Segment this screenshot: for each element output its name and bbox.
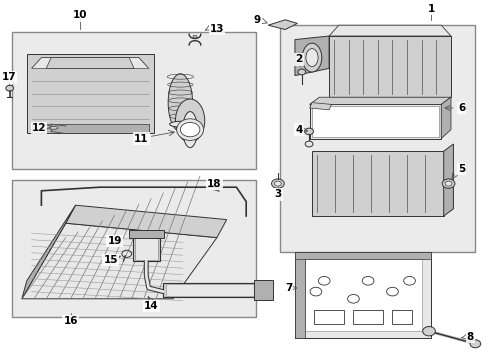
Bar <box>135 237 158 260</box>
Text: 7: 7 <box>285 283 293 293</box>
Polygon shape <box>295 252 432 259</box>
Bar <box>129 230 164 238</box>
Bar <box>353 310 383 324</box>
Bar <box>133 236 160 261</box>
Text: 14: 14 <box>144 301 158 311</box>
Polygon shape <box>441 97 451 139</box>
Ellipse shape <box>306 49 318 67</box>
Text: 16: 16 <box>63 316 78 326</box>
Polygon shape <box>443 144 453 216</box>
Bar <box>32 124 148 133</box>
Bar <box>280 25 475 252</box>
Circle shape <box>442 179 455 188</box>
Circle shape <box>193 35 197 38</box>
Bar <box>12 180 256 317</box>
Bar <box>12 32 256 169</box>
Circle shape <box>310 287 322 296</box>
Text: 17: 17 <box>1 72 16 82</box>
Text: 9: 9 <box>253 15 261 25</box>
Bar <box>166 284 258 296</box>
Ellipse shape <box>177 119 203 140</box>
Circle shape <box>423 327 436 336</box>
Text: 3: 3 <box>274 189 282 199</box>
Circle shape <box>470 340 481 348</box>
Ellipse shape <box>175 99 205 142</box>
Circle shape <box>305 128 314 135</box>
Bar <box>312 106 439 137</box>
Bar <box>312 151 443 216</box>
Ellipse shape <box>170 121 191 127</box>
Text: 13: 13 <box>210 24 224 34</box>
Polygon shape <box>66 205 227 238</box>
Circle shape <box>271 179 284 188</box>
Ellipse shape <box>302 43 322 72</box>
Circle shape <box>274 181 281 186</box>
Ellipse shape <box>49 126 58 129</box>
Text: 11: 11 <box>134 134 148 144</box>
Circle shape <box>347 294 359 303</box>
Polygon shape <box>27 54 153 133</box>
Polygon shape <box>22 223 217 299</box>
Polygon shape <box>329 36 451 97</box>
Circle shape <box>362 276 374 285</box>
Polygon shape <box>329 25 451 36</box>
Polygon shape <box>22 205 75 299</box>
Circle shape <box>298 69 306 75</box>
Text: 1: 1 <box>428 4 435 14</box>
Text: 18: 18 <box>207 179 222 189</box>
Bar <box>163 283 261 297</box>
Circle shape <box>387 287 398 296</box>
Text: 4: 4 <box>295 125 302 135</box>
Text: 15: 15 <box>103 255 118 265</box>
Ellipse shape <box>180 122 200 137</box>
Polygon shape <box>46 58 134 68</box>
Text: 8: 8 <box>467 332 474 342</box>
Circle shape <box>445 181 452 186</box>
Ellipse shape <box>168 74 193 131</box>
Circle shape <box>404 276 416 285</box>
Circle shape <box>318 276 330 285</box>
Text: 6: 6 <box>458 103 466 113</box>
Polygon shape <box>32 58 148 68</box>
Polygon shape <box>268 20 297 30</box>
Text: 10: 10 <box>73 10 88 21</box>
Polygon shape <box>310 103 332 110</box>
Text: 2: 2 <box>295 54 302 64</box>
Bar <box>310 104 441 139</box>
Ellipse shape <box>183 112 197 148</box>
Bar <box>315 310 343 324</box>
Polygon shape <box>295 36 329 76</box>
Text: 19: 19 <box>107 236 122 246</box>
Text: 5: 5 <box>458 164 466 174</box>
Text: 12: 12 <box>32 123 46 133</box>
Circle shape <box>305 141 313 147</box>
Polygon shape <box>310 97 451 104</box>
Polygon shape <box>295 252 432 338</box>
Bar <box>392 310 412 324</box>
Bar <box>253 280 273 300</box>
Circle shape <box>6 85 14 91</box>
Bar <box>305 259 422 331</box>
Polygon shape <box>295 252 305 338</box>
